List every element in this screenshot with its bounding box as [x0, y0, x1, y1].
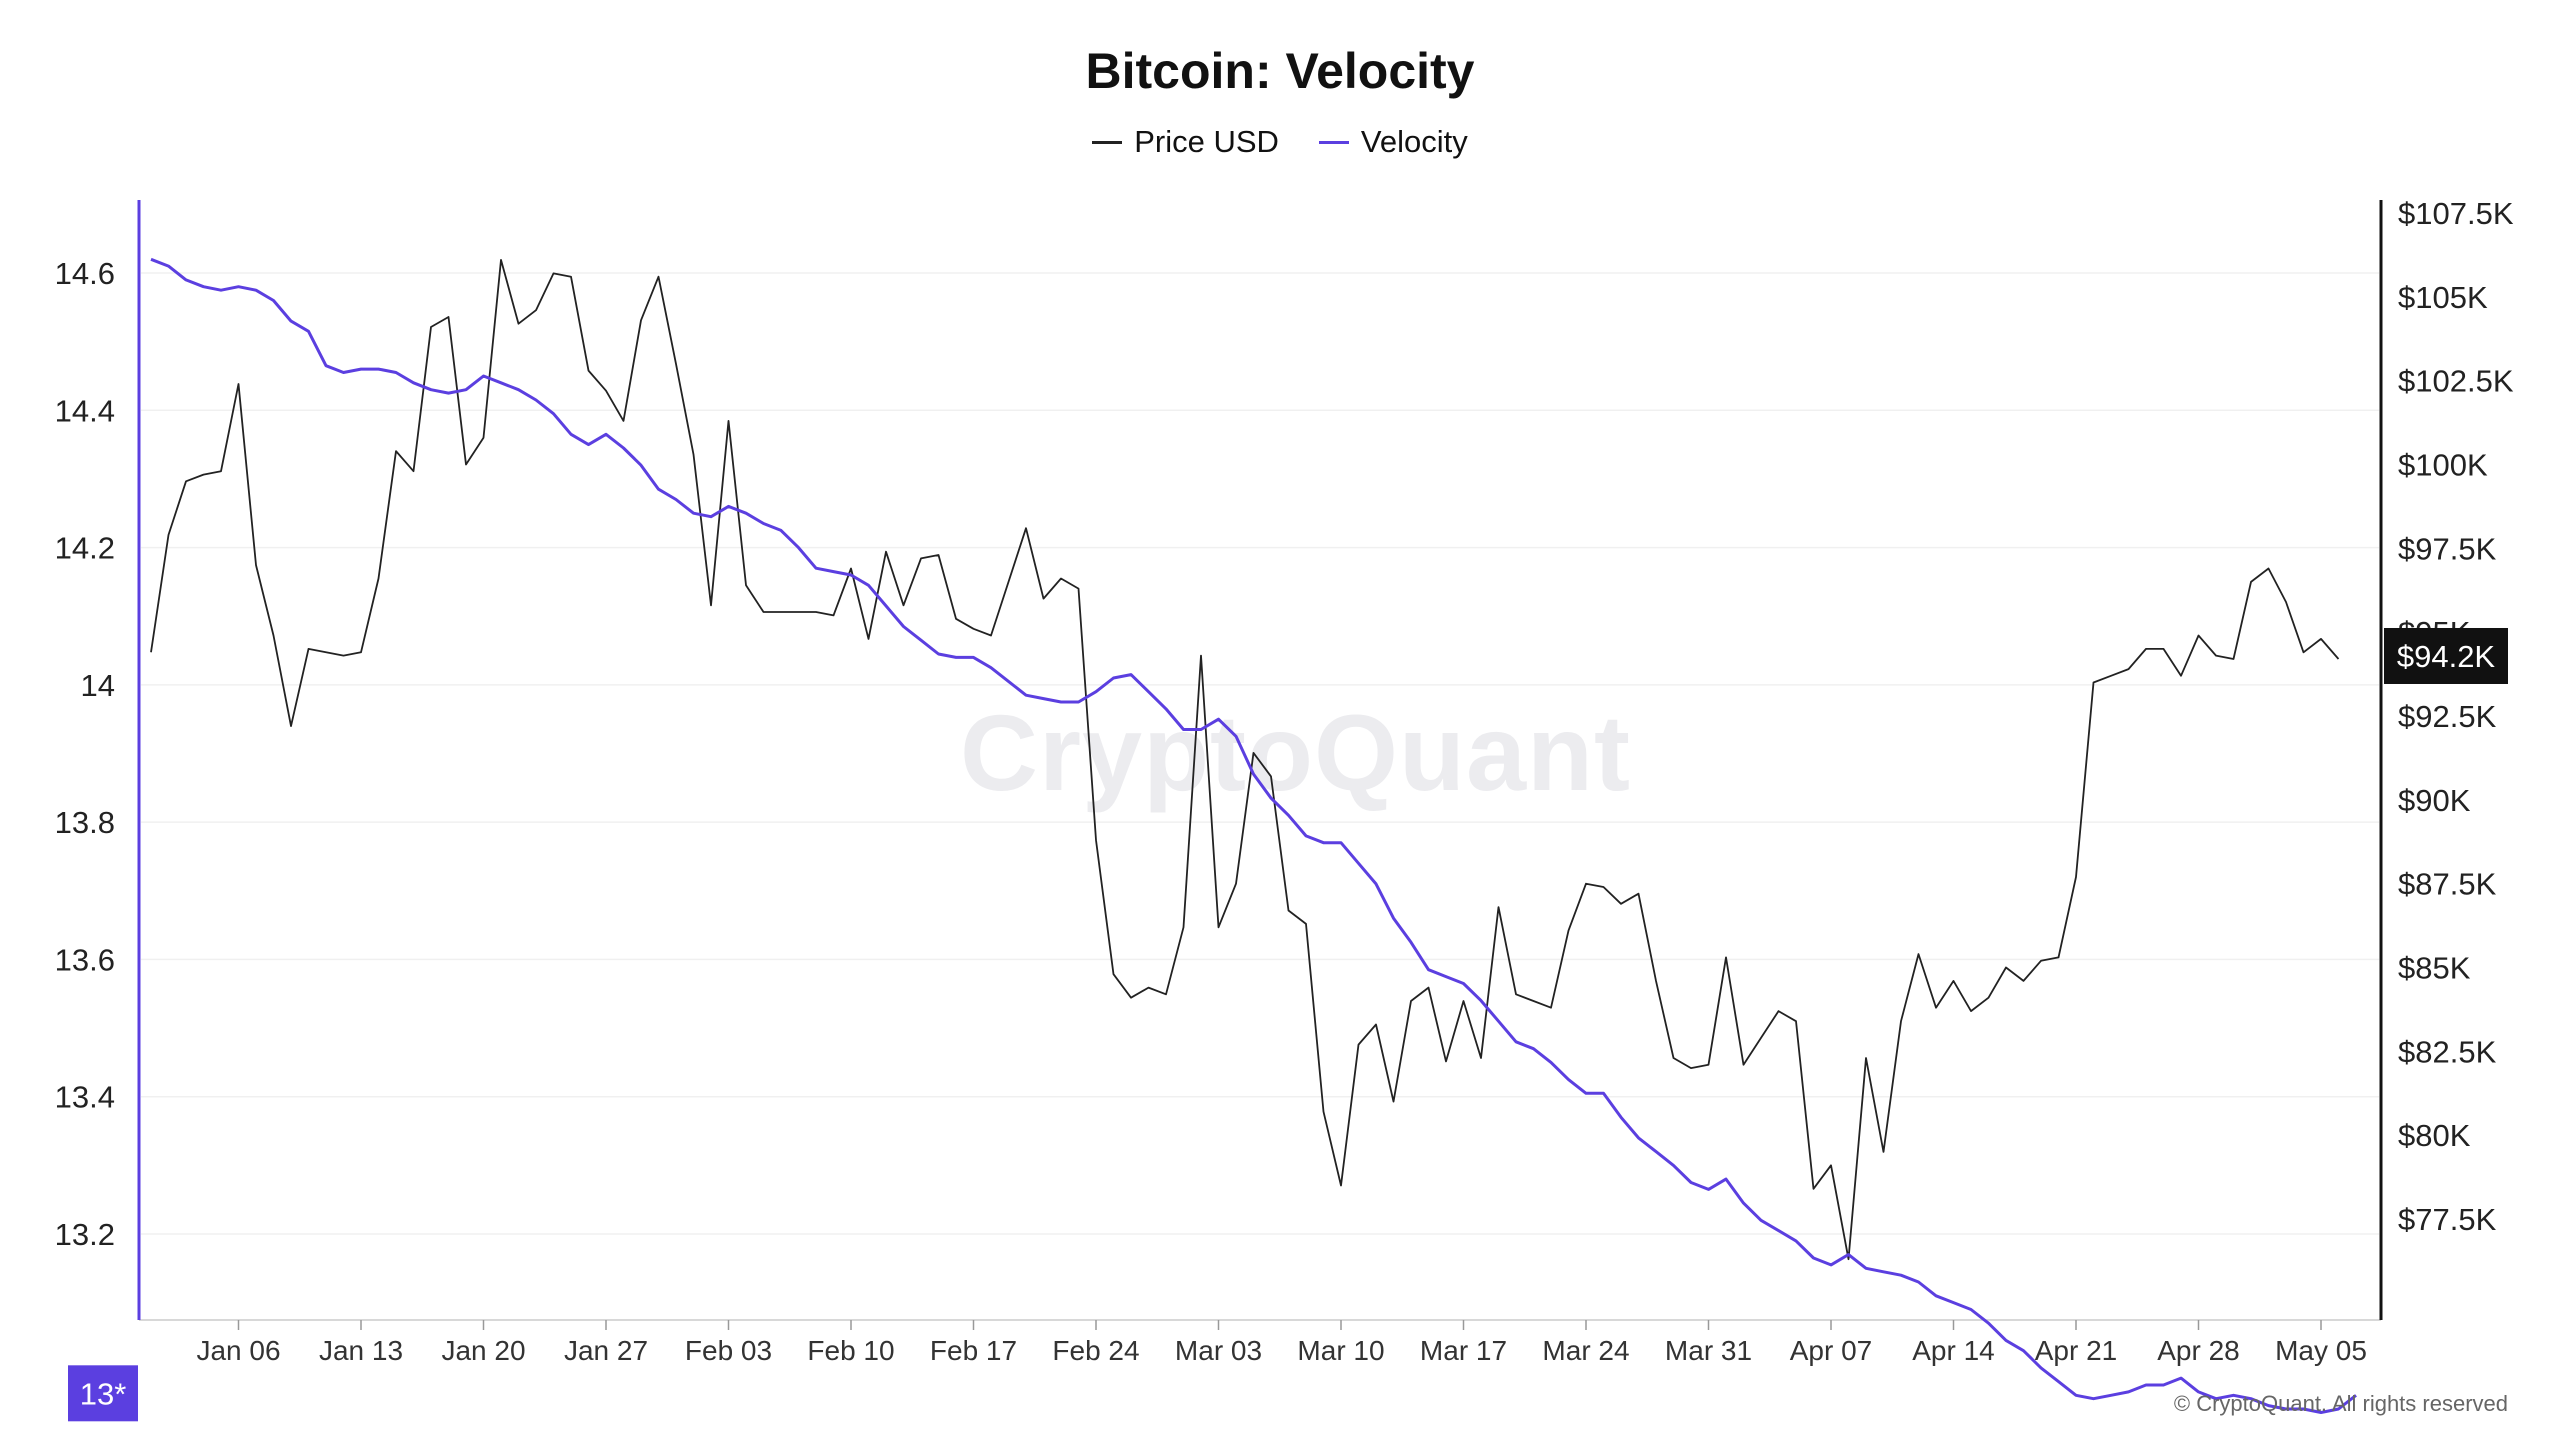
chart-title: Bitcoin: Velocity — [1085, 43, 1475, 99]
legend-label-price: Price USD — [1134, 124, 1279, 159]
x-tick-label: Feb 24 — [1052, 1335, 1139, 1366]
price-current-badge — [2384, 627, 2508, 684]
velocity-current-label: 13* — [80, 1376, 127, 1411]
legend-item-price[interactable]: Price USD — [1092, 124, 1279, 160]
right-tick-label: $77.5K — [2398, 1202, 2497, 1237]
right-tick-label: $100K — [2398, 448, 2488, 483]
left-tick-label: 13.6 — [55, 942, 115, 977]
left-tick-label: 14.6 — [55, 256, 115, 291]
price-usd-line — [150, 258, 2340, 1261]
right-tick-label: $87.5K — [2398, 867, 2497, 902]
right-tick-label: $107.5K — [2398, 196, 2514, 231]
x-tick-label: Apr 07 — [1790, 1335, 1873, 1366]
right-tick-label: $80K — [2398, 1118, 2471, 1153]
x-tick-label: May 05 — [2275, 1335, 2367, 1366]
x-tick-label: Mar 03 — [1175, 1335, 1262, 1366]
legend-swatch-velocity — [1318, 140, 1349, 144]
right-tick-label: $82.5K — [2398, 1034, 2497, 1069]
x-tick-label: Jan 13 — [319, 1335, 403, 1366]
x-tick-label: Feb 17 — [930, 1335, 1017, 1366]
x-tick-label: Apr 14 — [1912, 1335, 1995, 1366]
left-tick-label: 13.4 — [55, 1080, 115, 1115]
x-tick-label: Mar 24 — [1542, 1335, 1629, 1366]
x-tick-label: Feb 10 — [807, 1335, 894, 1366]
watermark: CryptoQuant — [960, 692, 1631, 813]
copyright-notice: © CryptoQuant. All rights reserved — [2173, 1391, 2508, 1416]
right-tick-label: $97.5K — [2398, 531, 2497, 566]
price-current-label: $94.2K — [2397, 639, 2496, 674]
right-tick-label: $102.5K — [2398, 364, 2514, 399]
left-tick-label: 14.4 — [55, 393, 115, 428]
legend: Price USD Velocity — [0, 124, 2560, 160]
x-tick-label: Jan 27 — [564, 1335, 648, 1366]
legend-label-velocity: Velocity — [1360, 124, 1468, 159]
x-tick-label: Apr 21 — [2035, 1335, 2118, 1366]
left-tick-label: 14 — [81, 668, 115, 703]
x-tick-label: Mar 10 — [1297, 1335, 1384, 1366]
x-tick-label: Jan 20 — [441, 1335, 525, 1366]
legend-item-velocity[interactable]: Velocity — [1318, 124, 1468, 160]
legend-swatch-price — [1092, 140, 1123, 144]
right-tick-label: $85K — [2398, 951, 2471, 986]
x-tick-label: Mar 31 — [1665, 1335, 1752, 1366]
right-tick-label: $92.5K — [2398, 699, 2497, 734]
left-tick-label: 13.8 — [55, 805, 115, 840]
velocity-current-badge — [68, 1365, 138, 1422]
velocity-line — [150, 257, 2357, 1414]
right-tick-label: $105K — [2398, 280, 2488, 315]
x-tick-label: Mar 17 — [1420, 1335, 1507, 1366]
x-tick-label: Feb 03 — [685, 1335, 772, 1366]
left-tick-label: 13.2 — [55, 1217, 115, 1252]
left-tick-label: 14.2 — [55, 531, 115, 566]
x-tick-label: Jan 06 — [196, 1335, 280, 1366]
right-tick-label: $90K — [2398, 783, 2471, 818]
x-tick-label: Apr 28 — [2157, 1335, 2240, 1366]
